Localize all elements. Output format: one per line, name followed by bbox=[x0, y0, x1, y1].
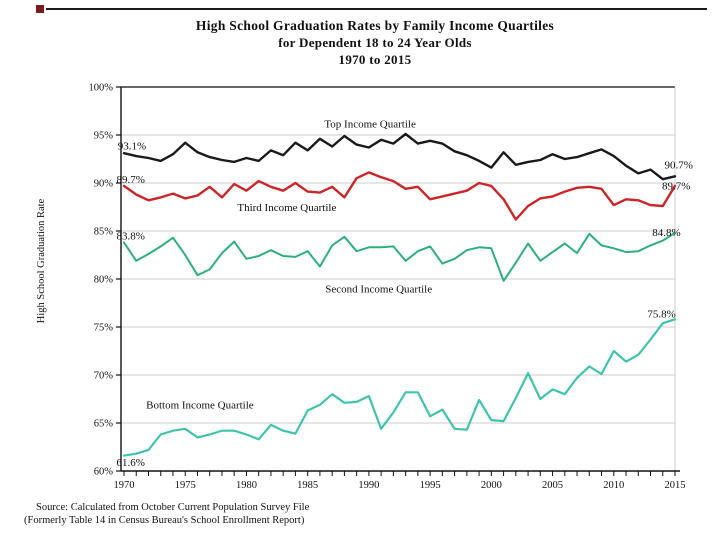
slide-top-rule bbox=[46, 8, 707, 10]
label-top-end: 90.7% bbox=[664, 160, 692, 172]
x-tick-label: 1980 bbox=[236, 480, 257, 491]
chart-title: High School Graduation Rates by Family I… bbox=[50, 17, 700, 68]
title-line-1: High School Graduation Rates by Family I… bbox=[195, 18, 555, 33]
label-second-start: 83.8% bbox=[117, 231, 145, 243]
y-tick-label: 80% bbox=[94, 275, 114, 286]
series-line-bottom-income-quartile bbox=[122, 318, 677, 457]
source-line-2: (Formerly Table 14 in Census Bureau's Sc… bbox=[24, 515, 305, 526]
series-line-top-income-quartile bbox=[122, 132, 677, 181]
label-third-start: 89.7% bbox=[117, 174, 145, 186]
x-tick-label: 2005 bbox=[542, 480, 563, 491]
label-bottom-end: 75.8% bbox=[647, 308, 675, 320]
y-tick-label: 85% bbox=[94, 227, 114, 238]
x-tick-label: 1975 bbox=[175, 480, 196, 491]
series-label-second: Second Income Quartile bbox=[325, 283, 432, 295]
title-line-2: for Dependent 18 to 24 Year Olds bbox=[278, 35, 472, 50]
series-line-second-income-quartile bbox=[123, 231, 676, 282]
x-tick-label: 2010 bbox=[603, 480, 624, 491]
y-tick-label: 90% bbox=[94, 179, 114, 190]
series-label-bottom: Bottom Income Quartile bbox=[146, 400, 254, 412]
x-tick-label: 1995 bbox=[420, 480, 441, 491]
series-label-top: Top Income Quartile bbox=[324, 118, 416, 130]
label-third-end: 89.7% bbox=[662, 181, 690, 193]
x-tick-label: 1985 bbox=[297, 480, 318, 491]
source-line-1: Source: Calculated from October Current … bbox=[36, 502, 310, 513]
x-tick-label: 1990 bbox=[358, 480, 379, 491]
label-second-end: 84.8% bbox=[652, 227, 680, 239]
y-tick-label: 65% bbox=[94, 419, 114, 430]
title-line-3: 1970 to 2015 bbox=[338, 52, 412, 67]
label-bottom-start: 61.6% bbox=[117, 457, 145, 469]
x-tick-label: 2000 bbox=[481, 480, 502, 491]
y-tick-label: 70% bbox=[94, 371, 114, 382]
label-top-start: 93.1% bbox=[118, 140, 146, 152]
series-label-third: Third Income Quartile bbox=[237, 202, 336, 214]
y-tick-label: 95% bbox=[94, 131, 114, 142]
source-note: Source: Calculated from October Current … bbox=[24, 501, 309, 527]
x-tick-label: 1970 bbox=[114, 480, 135, 491]
y-tick-label: 60% bbox=[94, 467, 114, 478]
series-line-third-income-quartile bbox=[122, 171, 677, 221]
y-tick-label: 100% bbox=[89, 83, 114, 94]
slide-corner-square bbox=[36, 5, 44, 13]
y-tick-label: 75% bbox=[94, 323, 114, 334]
x-tick-label: 2015 bbox=[665, 480, 686, 491]
